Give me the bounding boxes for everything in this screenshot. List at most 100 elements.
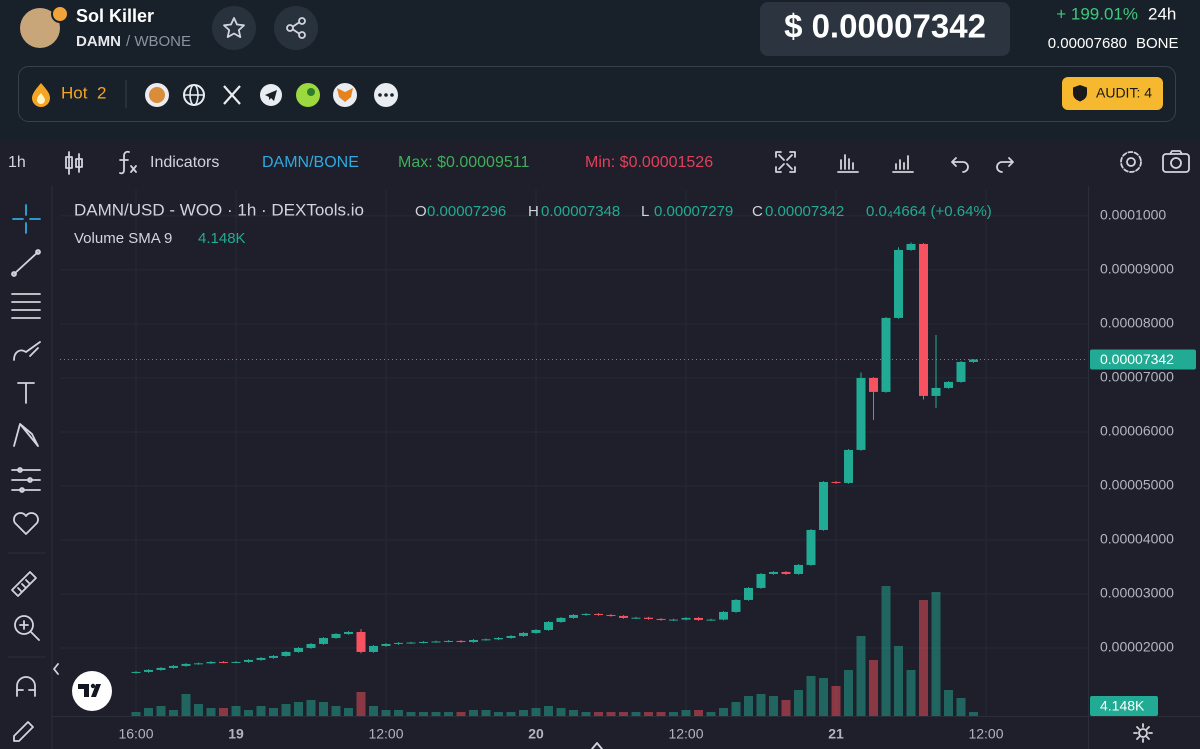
- candle-body: [656, 618, 666, 620]
- candle-body: [644, 617, 653, 619]
- candle-body: [831, 481, 841, 483]
- candle-body: [269, 655, 278, 658]
- volume-bar: [394, 710, 403, 716]
- social-metamask-fox: [337, 88, 353, 102]
- pair[interactable]: DAMN/BONE: [262, 154, 359, 171]
- volume-bar: [519, 710, 528, 716]
- volume-bar: [581, 712, 591, 716]
- candle-body: [631, 617, 641, 619]
- social-x[interactable]: [223, 85, 241, 105]
- candle-body: [506, 635, 516, 638]
- y-tick-label: 0.00005000: [1100, 477, 1174, 493]
- camera-icon[interactable]: [1162, 150, 1190, 173]
- volume-bar: [444, 712, 453, 716]
- volume-bar: [506, 712, 516, 716]
- chart-type-icon[interactable]: [65, 151, 83, 175]
- drawing-tools[interactable]: [11, 204, 41, 742]
- audit-label[interactable]: AUDIT: 4: [1096, 85, 1152, 101]
- collapse-toolbar[interactable]: [53, 663, 59, 675]
- y-tick-label: 0.00002000: [1100, 639, 1174, 655]
- last-price-tag: [1090, 349, 1196, 370]
- bone-unit: BONE: [1136, 35, 1179, 52]
- volume-bar: [931, 592, 941, 716]
- candle-body: [256, 657, 266, 660]
- ohlc-key: H: [528, 203, 539, 220]
- x-tick-label: 19: [228, 726, 244, 742]
- candle-body: [669, 619, 678, 621]
- indicators[interactable]: Indicators: [150, 154, 219, 171]
- volume-bar: [969, 712, 978, 716]
- volume-bar: [756, 694, 766, 716]
- volume-bar: [531, 708, 541, 716]
- bone-price: 0.00007680: [1048, 35, 1127, 52]
- hot-label[interactable]: Hot: [61, 83, 88, 102]
- social-coingecko-eye: [307, 88, 315, 96]
- depth-icon[interactable]: [837, 154, 859, 173]
- volume-bar: [231, 706, 241, 716]
- token-quote: / WBONE: [126, 33, 191, 50]
- volume-bar: [156, 706, 166, 716]
- volume-bar: [369, 706, 378, 716]
- volume-bar: [494, 712, 503, 716]
- candle-body: [456, 640, 466, 642]
- volume-bar: [344, 708, 353, 716]
- token-name: Sol Killer: [76, 6, 154, 26]
- audit-shield: [1073, 85, 1087, 102]
- hot-icon-core: [37, 93, 45, 104]
- candle-body: [131, 671, 141, 673]
- more-dots: [378, 93, 394, 97]
- volume-legend: Volume SMA 9: [74, 230, 172, 247]
- social-coingecko[interactable]: [296, 83, 320, 107]
- candle-body: [556, 617, 566, 622]
- share-icon: [286, 17, 306, 39]
- candle-body: [519, 632, 528, 636]
- info-bar: [18, 66, 1176, 122]
- undo-icon[interactable]: [951, 157, 969, 173]
- volume-bar: [656, 712, 666, 716]
- volume-bar: [381, 710, 391, 716]
- indicators-icon[interactable]: [119, 150, 137, 175]
- axis-settings[interactable]: [1133, 723, 1153, 743]
- volume-icon[interactable]: [892, 155, 914, 173]
- candle-body: [356, 631, 366, 652]
- volume-bar: [181, 694, 191, 716]
- volume-bar: [819, 678, 828, 716]
- volume-bar: [956, 698, 966, 716]
- candle-body: [544, 621, 553, 630]
- change: 0.0₄4664 (+0.64%): [866, 203, 992, 220]
- volume-bar: [306, 700, 316, 716]
- volume-bar: [731, 702, 741, 716]
- hot-rank[interactable]: 2: [97, 83, 106, 102]
- ohlc-key: L: [641, 203, 649, 220]
- fullscreen-icon[interactable]: [775, 151, 796, 173]
- volume-bar: [469, 710, 478, 716]
- volume-sma-tag: [1090, 696, 1158, 716]
- last-price-label: 0.00007342: [1100, 351, 1174, 367]
- candle-body: [756, 573, 766, 588]
- volume-bar: [744, 696, 753, 716]
- volume-bar: [194, 704, 203, 716]
- expand-handle[interactable]: [591, 742, 603, 749]
- candle-body: [169, 665, 178, 668]
- candle-body: [444, 640, 453, 642]
- candle-body: [219, 661, 228, 663]
- audit-button[interactable]: [1062, 77, 1163, 110]
- favorite-button[interactable]: [212, 6, 256, 50]
- candle-body: [281, 651, 291, 656]
- volume-legend-value: 4.148K: [198, 230, 246, 247]
- volume-bar: [281, 704, 291, 716]
- interval[interactable]: 1h: [8, 154, 26, 171]
- social-telegram[interactable]: [260, 84, 282, 106]
- volume-bar: [169, 710, 178, 716]
- candle-body: [744, 587, 753, 600]
- volume-bar: [356, 692, 366, 716]
- volume-bar: [206, 708, 216, 716]
- volume-bar: [406, 712, 416, 716]
- star-icon: [223, 17, 245, 38]
- settings-icon[interactable]: [1120, 151, 1142, 173]
- ohlc-value: 0.00007342: [765, 203, 844, 220]
- volume-bar: [856, 636, 866, 716]
- candle-body: [381, 643, 391, 646]
- share-button[interactable]: [274, 6, 318, 50]
- social-website[interactable]: [183, 84, 205, 106]
